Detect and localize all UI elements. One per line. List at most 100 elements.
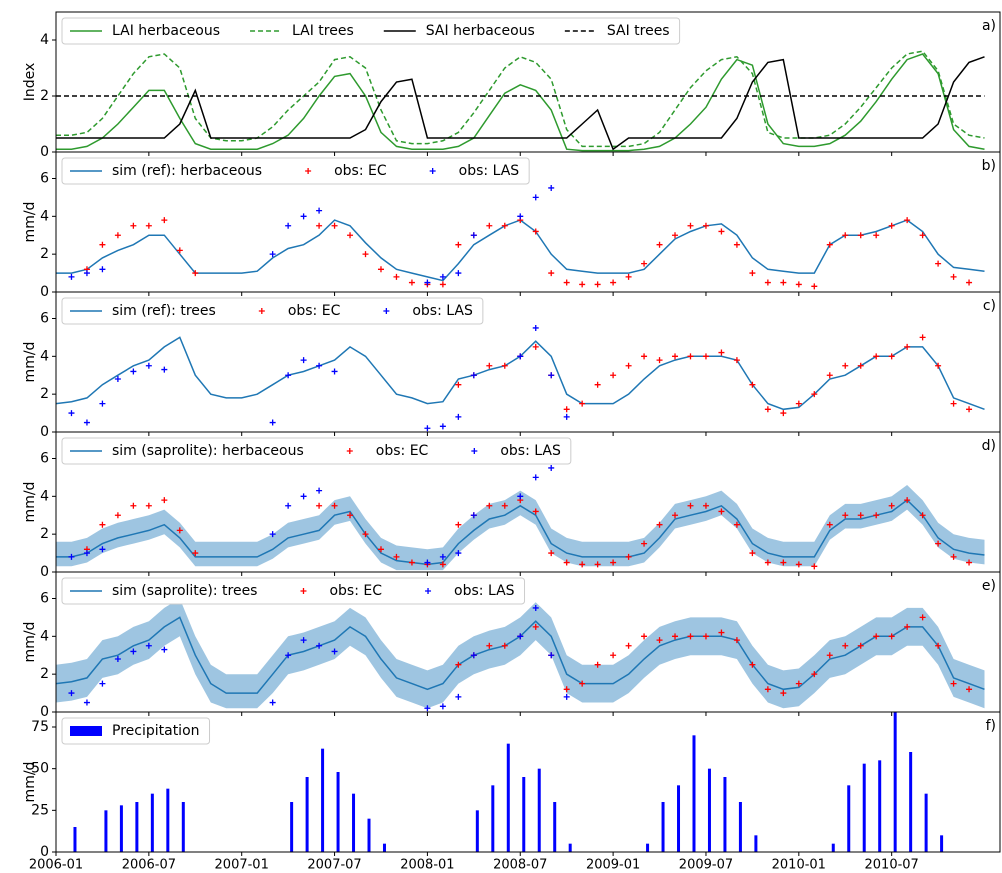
- y-tick-label: 2: [40, 526, 49, 542]
- obs-point: [764, 279, 771, 286]
- obs-point: [439, 273, 446, 280]
- legend-swatch: [300, 588, 307, 594]
- obs-point: [904, 623, 911, 630]
- obs-point: [548, 652, 555, 659]
- x-tick-label: 2008-07: [493, 858, 547, 873]
- y-tick-label: 4: [40, 348, 49, 364]
- uncertainty-band: [56, 485, 985, 571]
- obs-point: [285, 502, 292, 509]
- obs-point: [656, 241, 663, 248]
- obs-point: [269, 531, 276, 538]
- legend-label: SAI trees: [607, 23, 670, 39]
- obs-point: [439, 281, 446, 288]
- obs-point: [563, 559, 570, 566]
- obs-point: [749, 270, 756, 277]
- bar: [537, 768, 541, 852]
- y-tick-label: 4: [40, 628, 49, 644]
- obs-point: [563, 413, 570, 420]
- obs-point: [888, 502, 895, 509]
- panel-label: a): [982, 18, 996, 34]
- obs-point: [455, 661, 462, 668]
- obs-point: [455, 413, 462, 420]
- obs-point: [347, 512, 354, 519]
- obs-point: [285, 372, 292, 379]
- legend-label: sim (ref): herbaceous: [112, 163, 262, 179]
- legend-label: obs: LAS: [454, 583, 515, 599]
- y-axis-label: mm/d: [22, 342, 38, 383]
- obs-point: [486, 502, 493, 509]
- legend-box: [61, 717, 211, 745]
- obs-point: [455, 521, 462, 528]
- obs-point: [656, 521, 663, 528]
- obs-point: [424, 279, 431, 286]
- obs-point: [950, 680, 957, 687]
- obs-point: [377, 546, 384, 553]
- obs-point: [795, 281, 802, 288]
- bar: [738, 802, 742, 852]
- obs-point: [470, 232, 477, 239]
- bar: [754, 835, 758, 852]
- obs-point: [161, 366, 168, 373]
- obs-point: [331, 222, 338, 229]
- legend-swatch: [425, 588, 432, 594]
- obs-point: [161, 646, 168, 653]
- obs-point: [548, 464, 555, 471]
- y-tick-label: 6: [40, 450, 49, 466]
- obs-point: [873, 353, 880, 360]
- bar: [73, 827, 77, 852]
- obs-point: [594, 561, 601, 568]
- obs-point: [733, 637, 740, 644]
- y-tick-label: 4: [40, 488, 49, 504]
- obs-point: [362, 531, 369, 538]
- bar: [119, 805, 123, 852]
- legend-label: obs: LAS: [412, 303, 473, 319]
- obs-point: [594, 281, 601, 288]
- bar: [305, 777, 309, 852]
- obs-point: [780, 410, 787, 417]
- obs-point: [285, 652, 292, 659]
- plot-area: [73, 712, 944, 852]
- obs-point: [424, 425, 431, 432]
- obs-point: [749, 381, 756, 388]
- obs-point: [656, 637, 663, 644]
- y-axis-label: mm/d: [22, 762, 38, 803]
- obs-point: [192, 550, 199, 557]
- bar: [893, 712, 897, 852]
- y-tick-label: 6: [40, 590, 49, 606]
- obs-point: [269, 419, 276, 426]
- obs-point: [780, 279, 787, 286]
- bar: [150, 793, 154, 852]
- obs-point: [347, 232, 354, 239]
- obs-point: [548, 270, 555, 277]
- obs-point: [68, 410, 75, 417]
- obs-point: [718, 228, 725, 235]
- legend: LAI herbaceous LAI trees SAI herbaceous SAI…: [61, 17, 681, 45]
- obs-point: [548, 372, 555, 379]
- obs-point: [826, 241, 833, 248]
- bar: [290, 802, 294, 852]
- obs-point: [393, 273, 400, 280]
- obs-point: [83, 270, 90, 277]
- bar: [367, 818, 371, 852]
- obs-point: [733, 357, 740, 364]
- obs-point: [749, 550, 756, 557]
- obs-point: [439, 561, 446, 568]
- obs-point: [579, 680, 586, 687]
- obs-point: [486, 362, 493, 369]
- plot-area: [56, 464, 985, 571]
- obs-point: [857, 512, 864, 519]
- obs-point: [300, 357, 307, 364]
- obs-point: [842, 512, 849, 519]
- plot-area: [56, 184, 985, 290]
- legend: sim (saprolite): herbaceous obs: EC obs: L…: [61, 437, 572, 465]
- x-tick-label: 2009-01: [586, 858, 640, 873]
- panel-label: b): [982, 158, 996, 174]
- obs-point: [99, 680, 106, 687]
- obs-point: [780, 559, 787, 566]
- obs-point: [718, 508, 725, 515]
- obs-point: [517, 353, 524, 360]
- x-tick-label: 2007-07: [307, 858, 361, 873]
- obs-point: [130, 648, 137, 655]
- obs-point: [904, 497, 911, 504]
- obs-point: [486, 642, 493, 649]
